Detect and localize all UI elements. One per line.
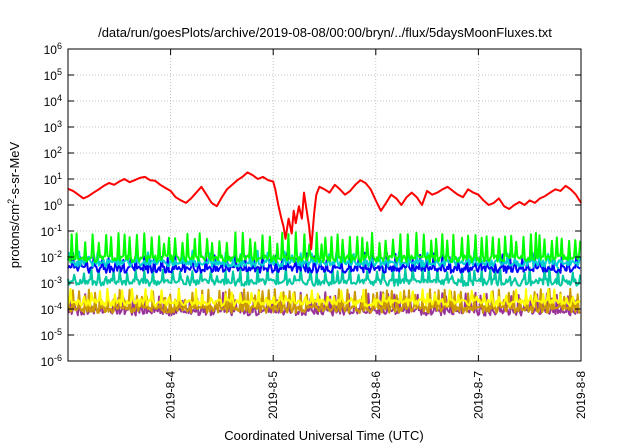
y-axis: 10-6 10-5 10-4 10-3 10-2 10-1 100 101 102 103 104 1… [41, 41, 581, 369]
y-tick-label: 10-2 [41, 249, 62, 265]
x-tick-label: 2019-8-6 [369, 371, 383, 419]
y-tick-label: 105 [44, 67, 62, 83]
y-tick-label: 10-6 [41, 353, 62, 369]
y-tick-label: 101 [44, 171, 62, 187]
x-tick-label: 2019-8-8 [574, 371, 588, 419]
y-tick-label: 10-1 [41, 223, 62, 239]
y-tick-label: 10-4 [41, 301, 62, 317]
x-tick-label: 2019-8-4 [164, 371, 178, 419]
series-line [67, 249, 582, 268]
x-tick-label: 2019-8-5 [266, 371, 280, 419]
series-line [67, 265, 582, 287]
series-line [67, 251, 581, 274]
y-tick-label: 104 [44, 93, 62, 109]
y-tick-label: 103 [44, 119, 62, 135]
series-group [67, 171, 582, 317]
x-tick-label: 2019-8-7 [471, 371, 485, 419]
series-line [67, 171, 582, 251]
series-line [67, 231, 582, 264]
series-line [67, 287, 581, 308]
chart-title: /data/run/goesPlots/archive/2019-08-08/0… [98, 25, 552, 40]
grid [68, 49, 581, 361]
x-axis-label: Coordinated Universal Time (UTC) [224, 428, 423, 443]
y-tick-label: 10-5 [41, 327, 62, 343]
x-axis: 2019-8-4 2019-8-5 2019-8-6 2019-8-7 2019-8-8 [164, 49, 588, 419]
y-tick-label: 100 [44, 197, 62, 213]
y-tick-label: 10-3 [41, 275, 62, 291]
y-tick-label: 106 [44, 41, 62, 57]
y-axis-label: protons/cm2-s-sr-MeV [6, 141, 22, 268]
y-tick-label: 102 [44, 145, 62, 161]
